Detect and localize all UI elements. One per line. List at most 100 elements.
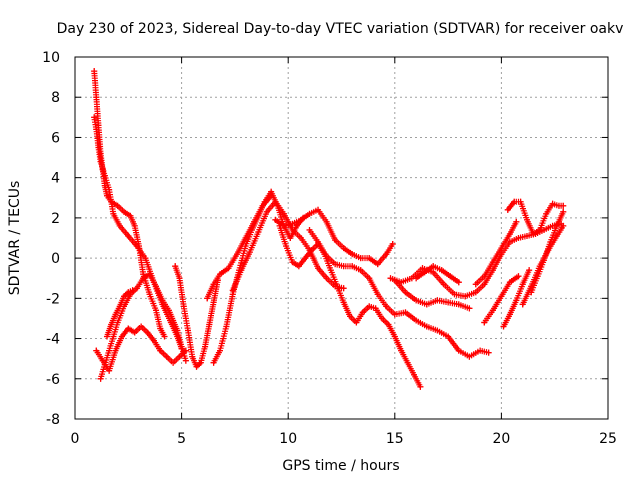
- grid-lines: [75, 57, 608, 419]
- data-point: [506, 230, 513, 237]
- series-markers: [306, 227, 492, 360]
- data-point: [536, 226, 543, 233]
- y-tick-label: -4: [46, 332, 60, 348]
- data-point: [391, 333, 398, 340]
- data-point: [541, 257, 548, 264]
- data-point: [340, 263, 347, 270]
- data-point: [445, 299, 452, 306]
- data-point: [549, 200, 556, 207]
- series-markers: [472, 218, 520, 288]
- data-point: [287, 235, 294, 241]
- data-point: [216, 347, 223, 354]
- series-arc-18: [481, 273, 522, 326]
- data-point: [323, 275, 330, 282]
- data-point: [560, 208, 567, 215]
- data-point: [178, 343, 185, 350]
- data-point: [513, 218, 520, 225]
- data-point: [170, 317, 177, 324]
- data-point: [481, 281, 488, 288]
- data-point: [315, 239, 322, 246]
- data-point: [413, 297, 420, 304]
- data-point: [268, 192, 275, 199]
- data-point: [170, 359, 177, 366]
- data-point: [106, 367, 113, 374]
- data-point: [110, 210, 117, 217]
- data-point: [498, 293, 505, 300]
- data-point: [357, 267, 364, 274]
- series-arc-16: [472, 218, 520, 288]
- data-point: [462, 293, 469, 300]
- data-point: [176, 275, 183, 282]
- data-point: [506, 279, 513, 286]
- data-point: [129, 287, 136, 294]
- data-point: [283, 243, 290, 250]
- x-axis-label: GPS time / hours: [282, 458, 399, 474]
- data-point: [272, 198, 279, 205]
- data-point: [547, 239, 554, 246]
- data-point: [295, 263, 302, 270]
- data-point: [419, 265, 426, 272]
- y-tick-label: 8: [51, 90, 60, 106]
- series-arc-12: [306, 226, 492, 360]
- data-point: [116, 222, 123, 229]
- data-point: [385, 321, 392, 328]
- y-tick-label: 6: [51, 130, 60, 146]
- data-point: [323, 253, 330, 260]
- data-point: [106, 347, 113, 354]
- data-point: [146, 291, 153, 298]
- data-point: [302, 255, 309, 262]
- data-point: [306, 210, 313, 217]
- y-tick-label: 2: [51, 211, 60, 227]
- data-point: [404, 359, 411, 366]
- data-point: [133, 243, 140, 250]
- series-arc-4: [97, 271, 189, 382]
- data-point: [157, 347, 164, 354]
- data-point: [125, 232, 132, 239]
- data-point: [430, 263, 437, 270]
- data-point: [251, 218, 258, 225]
- data-point: [523, 232, 530, 239]
- data-point: [131, 329, 138, 336]
- data-point: [315, 206, 322, 213]
- data-point: [189, 353, 196, 360]
- data-point: [93, 347, 100, 354]
- y-tick-label: -8: [46, 412, 60, 428]
- data-point: [91, 114, 98, 121]
- data-point: [127, 212, 134, 219]
- data-point: [289, 220, 296, 227]
- data-point: [142, 255, 149, 262]
- data-point: [263, 208, 270, 215]
- data-point: [391, 311, 398, 318]
- data-point: [519, 301, 526, 308]
- data-point: [133, 285, 140, 292]
- data-point: [455, 279, 462, 286]
- data-point: [131, 222, 138, 229]
- data-point: [91, 68, 98, 75]
- data-point: [234, 251, 241, 258]
- data-point: [121, 208, 128, 215]
- data-point: [530, 230, 537, 237]
- y-tick-label: -6: [46, 372, 60, 388]
- data-point: [466, 353, 473, 360]
- data-point: [472, 289, 479, 296]
- data-point: [153, 283, 160, 290]
- data-point: [410, 371, 417, 378]
- data-point: [340, 299, 347, 306]
- data-point: [157, 325, 164, 332]
- series-arc-5: [103, 287, 136, 340]
- data-point: [421, 269, 428, 276]
- data-point: [106, 186, 113, 193]
- data-point: [114, 202, 121, 209]
- data-point: [114, 319, 121, 326]
- data-point: [340, 245, 347, 252]
- y-tick-label: 4: [51, 171, 60, 187]
- data-point: [500, 323, 507, 330]
- data-point: [560, 222, 567, 229]
- data-point: [146, 271, 153, 278]
- data-point: [121, 293, 128, 300]
- data-point: [528, 289, 535, 296]
- data-point: [383, 303, 390, 310]
- data-point: [447, 273, 454, 280]
- data-point: [138, 323, 145, 330]
- data-point: [150, 337, 157, 344]
